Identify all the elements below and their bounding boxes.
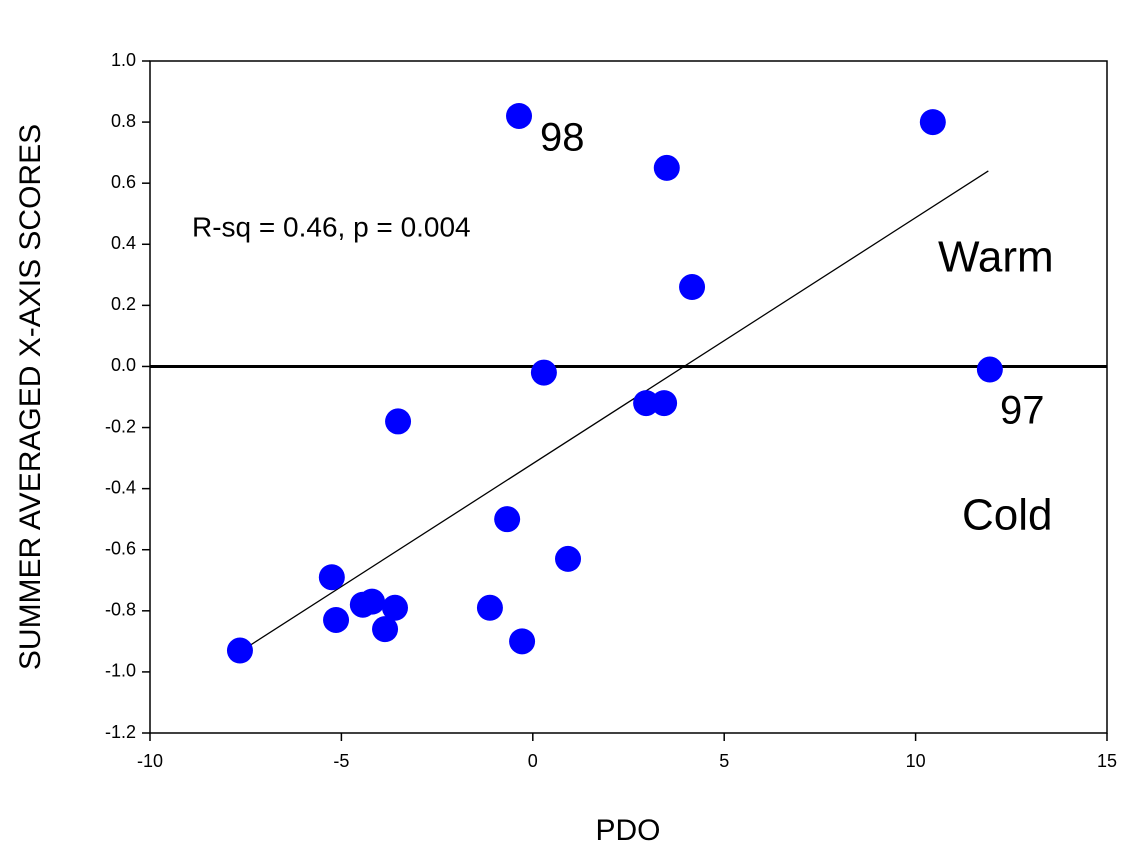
annotation: 98 bbox=[540, 116, 585, 160]
annotation: Cold bbox=[962, 491, 1053, 540]
y-tick-label: 1.0 bbox=[111, 50, 136, 70]
y-tick-label: 0.0 bbox=[111, 355, 136, 375]
trend-line bbox=[241, 170, 989, 652]
y-axis-title: SUMMER AVERAGED X-AXIS SCORES bbox=[14, 124, 47, 670]
point bbox=[509, 628, 536, 655]
x-tick-label: 5 bbox=[719, 751, 729, 771]
point bbox=[381, 594, 408, 621]
point bbox=[633, 390, 660, 417]
point bbox=[976, 356, 1003, 383]
y-tick-label: -0.2 bbox=[105, 416, 136, 436]
x-tick-label: 0 bbox=[528, 751, 538, 771]
point bbox=[476, 594, 503, 621]
y-tick-label: 0.6 bbox=[111, 172, 136, 192]
y-tick-label: 0.2 bbox=[111, 294, 136, 314]
annotation: 97 bbox=[1000, 389, 1045, 433]
annotation: Warm bbox=[938, 233, 1054, 282]
point bbox=[359, 588, 386, 615]
y-tick-label: 0.4 bbox=[111, 233, 136, 253]
x-tick-label: -5 bbox=[333, 751, 349, 771]
point bbox=[494, 506, 521, 533]
point bbox=[651, 390, 678, 417]
plot-frame bbox=[149, 60, 1108, 734]
point bbox=[919, 109, 946, 136]
point bbox=[226, 637, 253, 664]
point bbox=[506, 102, 533, 129]
point bbox=[372, 616, 399, 643]
point bbox=[323, 606, 350, 633]
y-tick-label: 0.8 bbox=[111, 111, 136, 131]
annotation: R-sq = 0.46, p = 0.004 bbox=[192, 211, 471, 242]
point bbox=[679, 274, 706, 301]
point bbox=[653, 154, 680, 181]
x-tick-label: -10 bbox=[137, 751, 163, 771]
y-tick-label: -0.6 bbox=[105, 538, 136, 558]
x-axis-title: PDO bbox=[595, 814, 660, 847]
point bbox=[385, 408, 412, 435]
point bbox=[555, 545, 582, 572]
y-tick-label: -1.2 bbox=[105, 722, 136, 742]
point bbox=[530, 359, 557, 386]
x-tick-label: 10 bbox=[906, 751, 926, 771]
y-tick-label: -0.4 bbox=[105, 477, 136, 497]
point bbox=[318, 564, 345, 591]
y-tick-label: -1.0 bbox=[105, 661, 136, 681]
x-tick-label: 15 bbox=[1097, 751, 1117, 771]
y-tick-label: -0.8 bbox=[105, 600, 136, 620]
